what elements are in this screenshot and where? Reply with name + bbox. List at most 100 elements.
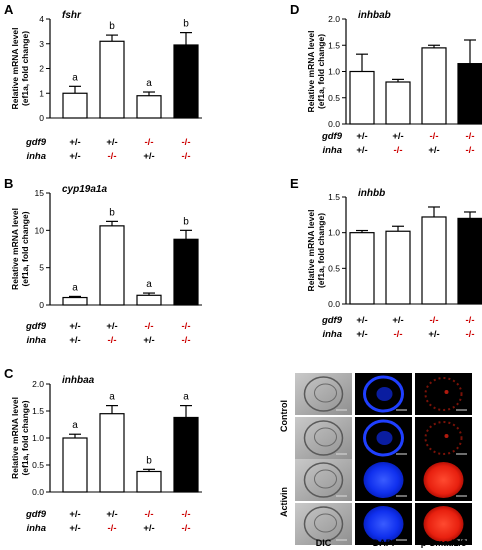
genotype-gdf9-c-3: -/- [182,509,191,520]
micro-activin-2-0-oocyte [303,506,344,542]
micro-control-2-0-oocyte [303,420,344,456]
y-tick-label-e-3: 1.5 [328,192,340,202]
micro-row-label-activin: Activin [279,487,289,517]
micro-control-2-2 [415,417,472,459]
bar-e-3 [457,217,482,305]
y-tick-label-c-1: 0.5 [32,460,44,470]
micro-col-label-1: DAPI [373,538,395,548]
genotype-inha-b-0: +/- [69,335,80,346]
panel-label-d: D [290,2,299,17]
micro-control-1-2 [415,373,472,415]
genotype-gdf9-e-3: -/- [466,315,475,326]
micro-control-2-0 [295,417,352,459]
y-tick-label-a-4: 4 [39,14,44,24]
bar-b-3 [173,238,199,306]
genotype-gdf9-d-3: -/- [466,131,475,142]
y-tick-label-a-2: 2 [39,64,44,74]
y-tick-label-b-0: 0 [39,300,44,310]
genotype-gdf9-b-2: -/- [145,321,154,332]
micro-control-2-0-nucleus [314,427,337,447]
genotype-gdf9-b-0: +/- [69,321,80,332]
micro-activin-1-0-oocyte [303,462,344,498]
y-axis-label-2-c: (ef1a, fold change) [20,400,30,475]
bar-a-2 [136,95,162,119]
gene-name-a: fshr [62,10,82,21]
genotype-inha-b-1: -/- [108,335,117,346]
genotype-gdf9-e-0: +/- [356,315,367,326]
panel-label-b: B [4,176,13,191]
sig-letter-c-3: a [183,392,189,403]
y-tick-label-e-2: 1.0 [328,228,340,238]
micro-activin-1-0 [295,459,352,501]
genotype-gdf9-d-2: -/- [430,131,439,142]
panel-f: FControlActivinDICDAPIp-Smad2/3 [279,373,472,548]
genotype-inha-e-2: +/- [428,329,439,340]
micro-activin-1-0-nucleus [314,469,337,489]
y-tick-label-e-0: 0.0 [328,299,340,309]
genotype-gdf9-a-3: -/- [182,137,191,148]
bar-a-0 [62,92,88,119]
genotype-inha-a-2: +/- [143,151,154,162]
y-tick-label-e-1: 0.5 [328,263,340,273]
y-tick-label-b-1: 5 [39,263,44,273]
sig-letter-a-2: a [146,78,152,89]
genotype-inha-e-0: +/- [356,329,367,340]
bar-a-1 [99,40,125,119]
genotype-gdf9-b-1: +/- [106,321,117,332]
y-axis-label-2-a: (ef1a, fold change) [20,31,30,106]
sig-letter-b-1: b [109,207,115,218]
sig-letter-b-3: b [183,216,189,227]
genotype-gdf9-a-1: +/- [106,137,117,148]
bar-a-3 [173,44,199,119]
row-label-gdf9-c: gdf9 [25,509,47,520]
y-axis-label-e: Relative mRNA level [306,210,316,292]
row-label-gdf9-d: gdf9 [321,131,343,142]
y-axis-label-2-b: (ef1a, fold change) [20,211,30,286]
genotype-inha-a-3: -/- [182,151,191,162]
micro-col-label-2: p-Smad2/3 [421,538,467,548]
genotype-inha-e-3: -/- [466,329,475,340]
sig-letter-b-0: a [72,282,78,293]
bar-e-2 [421,216,447,305]
genotype-gdf9-c-2: -/- [145,509,154,520]
genotype-inha-d-1: -/- [394,145,403,156]
y-axis-label-2-e: (ef1a, fold change) [316,213,326,288]
bar-c-2 [136,470,162,493]
micro-activin-2-0-nucleus [314,513,337,533]
genotype-gdf9-c-1: +/- [106,509,117,520]
y-axis-label-b: Relative mRNA level [10,208,20,290]
y-tick-label-c-2: 1.0 [32,433,44,443]
y-axis-label-c: Relative mRNA level [10,397,20,479]
row-label-gdf9-b: gdf9 [25,321,47,332]
y-tick-label-c-0: 0.0 [32,487,44,497]
gene-name-e: inhbb [358,188,385,199]
genotype-gdf9-b-3: -/- [182,321,191,332]
micro-control-1-0-oocyte [303,376,344,412]
bar-d-1 [385,81,411,125]
panel-label-c: C [4,366,14,381]
micro-activin-1-1-cell [363,462,404,498]
genotype-inha-d-3: -/- [466,145,475,156]
y-axis-label-d: Relative mRNA level [306,31,316,113]
row-label-inha-e: inha [322,329,342,340]
sig-letter-c-2: b [146,455,152,466]
bar-d-3 [457,63,482,125]
micro-activin-2-1-cell [363,506,404,542]
y-tick-label-b-3: 15 [35,188,45,198]
y-tick-label-c-4: 2.0 [32,379,44,389]
micro-control-2-1-core [376,431,393,445]
genotype-gdf9-e-2: -/- [430,315,439,326]
genotype-gdf9-e-1: +/- [392,315,403,326]
genotype-inha-d-0: +/- [356,145,367,156]
row-label-gdf9-e: gdf9 [321,315,343,326]
row-label-inha-c: inha [26,523,46,534]
bar-d-0 [349,70,375,125]
bar-e-0 [349,232,375,305]
bar-b-1 [99,225,125,306]
y-tick-label-a-3: 3 [39,39,44,49]
micro-control-1-2-dot [444,390,449,394]
gene-name-c: inhbaa [62,375,95,386]
bar-c-3 [173,416,199,493]
